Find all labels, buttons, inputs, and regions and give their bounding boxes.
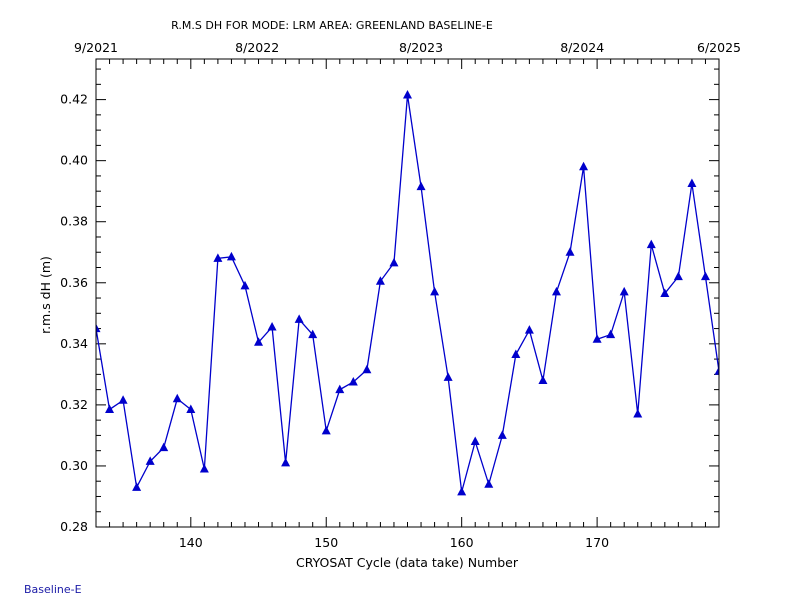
data-point-triangle bbox=[362, 364, 372, 374]
data-point-triangle bbox=[281, 457, 291, 467]
x-tick-label: 150 bbox=[314, 535, 338, 550]
baseline-footer-label: Baseline-E bbox=[24, 583, 82, 596]
y-tick-label: 0.40 bbox=[60, 153, 88, 168]
data-point-triangle bbox=[619, 286, 629, 296]
data-point-triangle bbox=[118, 395, 128, 404]
data-point-triangle bbox=[673, 271, 683, 281]
data-point-triangle bbox=[348, 376, 358, 386]
data-point-triangle bbox=[186, 404, 196, 413]
data-point-triangle bbox=[714, 366, 719, 375]
data-point-triangle bbox=[416, 181, 426, 191]
x-axis: 140 150 160 170 bbox=[95, 59, 720, 550]
data-point-triangle bbox=[335, 384, 345, 394]
data-point-triangle bbox=[308, 329, 318, 339]
data-point-triangle bbox=[511, 349, 521, 359]
x-tick-label: 160 bbox=[450, 535, 474, 550]
data-point-triangle bbox=[96, 323, 101, 333]
top-date-label: 8/2023 bbox=[399, 40, 443, 55]
y-tick-label: 0.28 bbox=[60, 519, 88, 534]
data-point-triangle bbox=[443, 372, 453, 381]
data-point-triangle bbox=[159, 442, 169, 452]
series-group bbox=[96, 90, 719, 496]
y-tick-label: 0.38 bbox=[60, 214, 88, 229]
y-tick-label: 0.30 bbox=[60, 458, 88, 473]
data-point-triangle bbox=[592, 334, 602, 343]
data-point-triangle bbox=[484, 479, 494, 488]
data-point-triangle bbox=[633, 409, 643, 418]
data-point-triangle bbox=[538, 375, 548, 384]
top-date-label: 8/2022 bbox=[235, 40, 279, 55]
data-point-triangle bbox=[105, 404, 115, 413]
y-tick-label: 0.36 bbox=[60, 275, 88, 290]
data-point-triangle bbox=[254, 337, 264, 346]
data-point-triangle bbox=[497, 430, 507, 439]
data-point-triangle bbox=[524, 325, 534, 334]
data-point-triangle bbox=[660, 288, 670, 297]
data-point-triangle bbox=[226, 251, 236, 261]
data-point-triangle bbox=[321, 425, 331, 435]
plot-frame bbox=[95, 58, 720, 528]
data-point-triangle bbox=[579, 161, 589, 171]
data-point-triangle bbox=[700, 271, 710, 281]
data-point-triangle bbox=[470, 436, 480, 446]
top-date-label: 6/2025 bbox=[697, 40, 741, 55]
data-point-triangle bbox=[457, 486, 467, 496]
x-axis-label: CRYOSAT Cycle (data take) Number bbox=[296, 555, 519, 570]
data-point-triangle bbox=[403, 90, 412, 99]
y-tick-label: 0.34 bbox=[60, 336, 88, 351]
data-point-triangle bbox=[430, 286, 440, 296]
x-tick-label: 170 bbox=[585, 535, 609, 550]
x-tick-label: 140 bbox=[179, 535, 203, 550]
data-point-triangle bbox=[132, 482, 142, 491]
data-point-triangle bbox=[172, 393, 182, 403]
y-axis: 0.28 0.30 0.32 0.34 0.36 0.38 0.40 0.42 bbox=[60, 68, 719, 534]
data-point-triangle bbox=[646, 239, 656, 249]
data-point-triangle bbox=[551, 286, 561, 296]
data-point-triangle bbox=[375, 276, 385, 285]
data-point-triangle bbox=[145, 456, 155, 465]
top-date-label: 8/2024 bbox=[560, 40, 604, 55]
y-tick-label: 0.32 bbox=[60, 397, 88, 412]
data-point-triangle bbox=[213, 253, 223, 262]
data-point-triangle bbox=[606, 329, 616, 339]
data-point-triangle bbox=[565, 247, 575, 256]
data-point-triangle bbox=[240, 280, 250, 290]
data-point-triangle bbox=[199, 463, 209, 473]
data-point-triangle bbox=[687, 178, 697, 188]
y-tick-label: 0.42 bbox=[60, 92, 88, 107]
y-axis-label: r.m.s dH (m) bbox=[38, 256, 53, 334]
top-date-axis: 9/2021 8/2022 8/2023 8/2024 6/2025 bbox=[74, 40, 741, 55]
series-layer bbox=[96, 90, 719, 496]
top-date-label: 9/2021 bbox=[74, 40, 118, 55]
data-point-triangle bbox=[267, 322, 277, 331]
data-point-triangle bbox=[389, 257, 399, 267]
data-point-triangle bbox=[294, 314, 304, 323]
chart-title: R.M.S DH FOR MODE: LRM AREA: GREENLAND B… bbox=[171, 19, 493, 32]
